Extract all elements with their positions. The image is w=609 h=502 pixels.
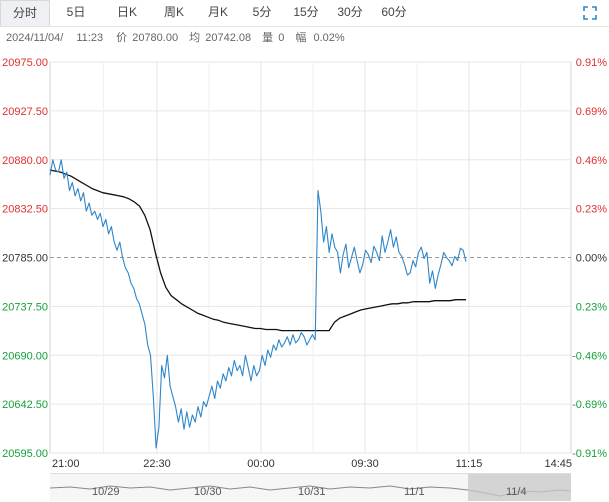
y-tick-label-right: 0.23% <box>576 204 607 216</box>
tab-60min[interactable]: 60分 <box>381 5 407 19</box>
y-tick-label-left: 20927.50 <box>2 106 48 118</box>
navigator-selection[interactable] <box>468 474 571 501</box>
tab-monthly-k[interactable]: 月K <box>207 5 228 19</box>
navigator-date-label: 10/29 <box>92 486 120 498</box>
time-navigator[interactable]: 10/29 10/30 10/31 11/1 11/4 <box>50 473 571 501</box>
y-tick-label-right: -0.69% <box>572 399 607 411</box>
y-tick-label-left: 20975.00 <box>2 57 48 69</box>
tab-5min[interactable]: 5分 <box>252 5 272 19</box>
info-avg: 20742.08 <box>205 32 252 44</box>
info-vol-label: 量 <box>262 32 274 44</box>
y-tick-label-left: 20642.50 <box>2 399 48 411</box>
average-price-line <box>49 169 466 332</box>
tab-daily-k[interactable]: 日K <box>116 5 137 19</box>
y-tick-label-left: 20785.00 <box>2 253 48 265</box>
x-tick-label: 14:45 <box>544 458 572 470</box>
y-tick-label-right: 0.23% <box>576 301 607 313</box>
fullscreen-icon[interactable] <box>583 6 597 20</box>
y-tick-label-right: 0.69% <box>576 106 607 118</box>
tab-intraday[interactable]: 分时 <box>0 0 50 26</box>
tab-30min[interactable]: 30分 <box>337 5 363 19</box>
tab-15min[interactable]: 15分 <box>293 5 319 19</box>
y-tick-label-left: 20595.00 <box>2 448 48 460</box>
y-tick-label-right: 0.00% <box>576 253 607 265</box>
y-tick-label-right: 0.91% <box>576 57 607 69</box>
tab-5day[interactable]: 5日 <box>66 5 86 19</box>
quote-infobar: 2024/11/04/ 11:23 价 20780.00 均 20742.08 … <box>0 27 609 49</box>
x-tick-label: 00:00 <box>247 458 275 470</box>
info-chg-label: 幅 <box>295 32 307 44</box>
navigator-date-label: 11/1 <box>404 486 425 498</box>
tab-weekly-k[interactable]: 周K <box>163 5 184 19</box>
y-tick-label-right: -0.91% <box>572 448 607 460</box>
x-tick-label: 22:30 <box>143 458 171 470</box>
period-tabbar: 分时 5日 日K 周K 月K 5分 15分 30分 60分 <box>0 0 609 27</box>
price-line <box>49 159 467 449</box>
info-vol: 0 <box>278 32 285 44</box>
x-tick-label: 09:30 <box>351 458 379 470</box>
info-time: 11:23 <box>76 32 104 44</box>
info-price-label: 价 <box>116 32 128 44</box>
y-tick-label-left: 20880.00 <box>2 155 48 167</box>
navigator-date-label: 10/30 <box>194 486 222 498</box>
y-tick-label-right: 0.46% <box>576 155 607 167</box>
y-tick-label-left: 20690.00 <box>2 350 48 362</box>
y-tick-label-left: 20737.50 <box>2 301 48 313</box>
intraday-chart[interactable]: 20975.00 0.91% 20927.50 0.69% 20880.00 0.46% 2… <box>0 50 609 472</box>
navigator-date-label: 11/4 <box>506 486 527 498</box>
y-tick-label-left: 20832.50 <box>2 204 48 216</box>
info-price: 20780.00 <box>132 32 179 44</box>
y-tick-label-right: -0.46% <box>572 350 607 362</box>
navigator-date-label: 10/31 <box>298 486 326 498</box>
x-tick-label: 21:00 <box>52 458 80 470</box>
info-date: 2024/11/04/ <box>6 32 64 44</box>
info-avg-label: 均 <box>189 32 201 44</box>
info-chg: 0.02% <box>313 32 345 44</box>
x-tick-label: 11:15 <box>456 458 483 470</box>
